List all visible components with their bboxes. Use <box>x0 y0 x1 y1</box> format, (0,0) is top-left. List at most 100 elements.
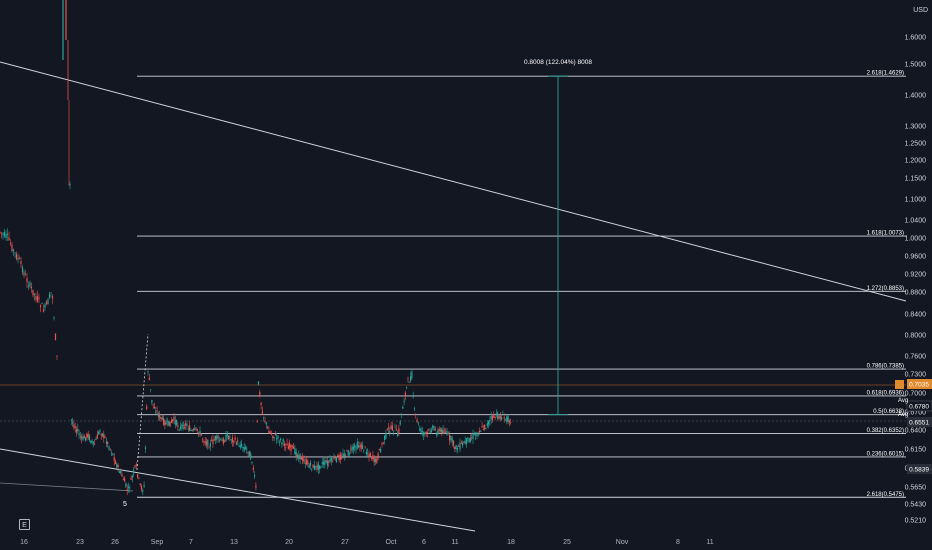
candle-body <box>195 427 197 429</box>
candle-body <box>235 442 237 445</box>
candle-body <box>328 461 330 463</box>
candle-body <box>365 451 367 455</box>
candle-body <box>156 410 158 412</box>
trendlines-layer <box>0 61 907 532</box>
candle-body <box>216 435 218 440</box>
candle-body <box>374 458 377 463</box>
candle-body <box>386 428 388 430</box>
price-badge-label: 0.6551 <box>909 419 929 426</box>
y-tick-label: 1.2500 <box>905 141 927 148</box>
candle-body <box>259 391 261 397</box>
candle-body <box>472 434 474 439</box>
candle-body <box>77 428 79 432</box>
candle-body <box>364 446 366 448</box>
candle-body <box>153 406 156 409</box>
candle-body <box>111 452 113 454</box>
candle-body <box>87 434 89 439</box>
x-tick-label: 18 <box>507 539 515 546</box>
candle-body <box>429 431 431 434</box>
candle-body <box>371 458 373 460</box>
candle-body <box>447 433 449 435</box>
y-tick-label: 1.1500 <box>905 176 927 183</box>
candle-body <box>88 435 91 441</box>
candle-body <box>165 422 167 425</box>
candle-body <box>257 381 260 385</box>
candle-body <box>100 434 102 436</box>
candle-body <box>228 435 230 440</box>
candle-body <box>488 420 490 425</box>
y-tick-label: 1.1000 <box>905 197 927 204</box>
candle-body <box>363 449 365 451</box>
candle-body <box>92 441 94 444</box>
candle-body <box>78 433 80 436</box>
chart-settings-button[interactable]: E <box>19 519 30 530</box>
y-tick-label: 0.5650 <box>905 485 927 492</box>
candle-body <box>212 438 214 444</box>
price-badge-label: 0.7035 <box>909 381 929 388</box>
y-tick-label: 1.2000 <box>905 158 927 165</box>
candle-body <box>320 466 322 468</box>
fib-level-label: 2.618(1.4629) <box>867 71 904 77</box>
candle-body <box>456 447 458 450</box>
candle-body <box>309 462 312 466</box>
candle-body <box>168 420 170 426</box>
candle-body <box>164 420 166 426</box>
time-axis-layer: 16 23 26 Sep 7 13 20 27 Oct 6 11 18 25 Nov 8 11 <box>20 539 714 546</box>
candle-body <box>400 413 403 415</box>
candle-body <box>143 485 145 487</box>
candle-body <box>413 408 416 410</box>
candle-body <box>35 296 37 300</box>
candle-body <box>439 429 442 432</box>
candle-body <box>395 429 397 431</box>
candle-body <box>107 441 109 444</box>
candle-body <box>12 249 15 252</box>
candle-body <box>276 437 278 440</box>
price-badge <box>907 379 932 389</box>
candle-body <box>226 434 228 437</box>
y-tick-label: 0.5210 <box>905 518 927 525</box>
candle-body <box>225 435 227 442</box>
x-tick-label: 13 <box>230 539 238 546</box>
candle-body <box>397 432 399 436</box>
candle-body <box>0 232 3 234</box>
candle-body <box>298 455 300 460</box>
candle-body <box>477 434 479 436</box>
candle-body <box>81 436 83 439</box>
candle-body <box>51 296 54 299</box>
candle-body <box>325 460 327 463</box>
candle-body <box>134 465 136 468</box>
candle-body <box>494 416 496 419</box>
candle-body <box>137 474 139 478</box>
candle-body <box>469 438 471 442</box>
candle-body <box>105 441 107 444</box>
candle-body <box>160 417 162 420</box>
candle-body <box>415 414 417 416</box>
candle-body <box>304 462 306 464</box>
candle-body <box>321 462 323 465</box>
candle-body <box>124 478 126 482</box>
candle-body <box>332 461 334 463</box>
candle-body <box>246 448 248 450</box>
candle-body <box>261 411 263 415</box>
candle-body <box>411 371 413 379</box>
price-badge <box>906 400 932 412</box>
y-tick-label: 0.8000 <box>905 333 927 340</box>
candle-body <box>417 422 419 424</box>
candle-body <box>267 426 269 428</box>
candle-body <box>510 422 512 424</box>
candle-body <box>333 457 335 459</box>
candle-body <box>255 485 257 488</box>
candle-body <box>79 436 81 438</box>
candle-body <box>199 430 201 435</box>
y-tick-label: 0.9200 <box>905 272 927 279</box>
candle-body <box>39 305 42 308</box>
candle-body <box>486 423 488 427</box>
candle-body <box>204 441 206 443</box>
candle-body <box>263 416 265 418</box>
candle-body <box>224 440 226 442</box>
fib-level-label: 1.618(1.0073) <box>867 231 904 237</box>
candle-body <box>430 429 432 433</box>
y-tick-label: 0.7300 <box>905 372 927 379</box>
